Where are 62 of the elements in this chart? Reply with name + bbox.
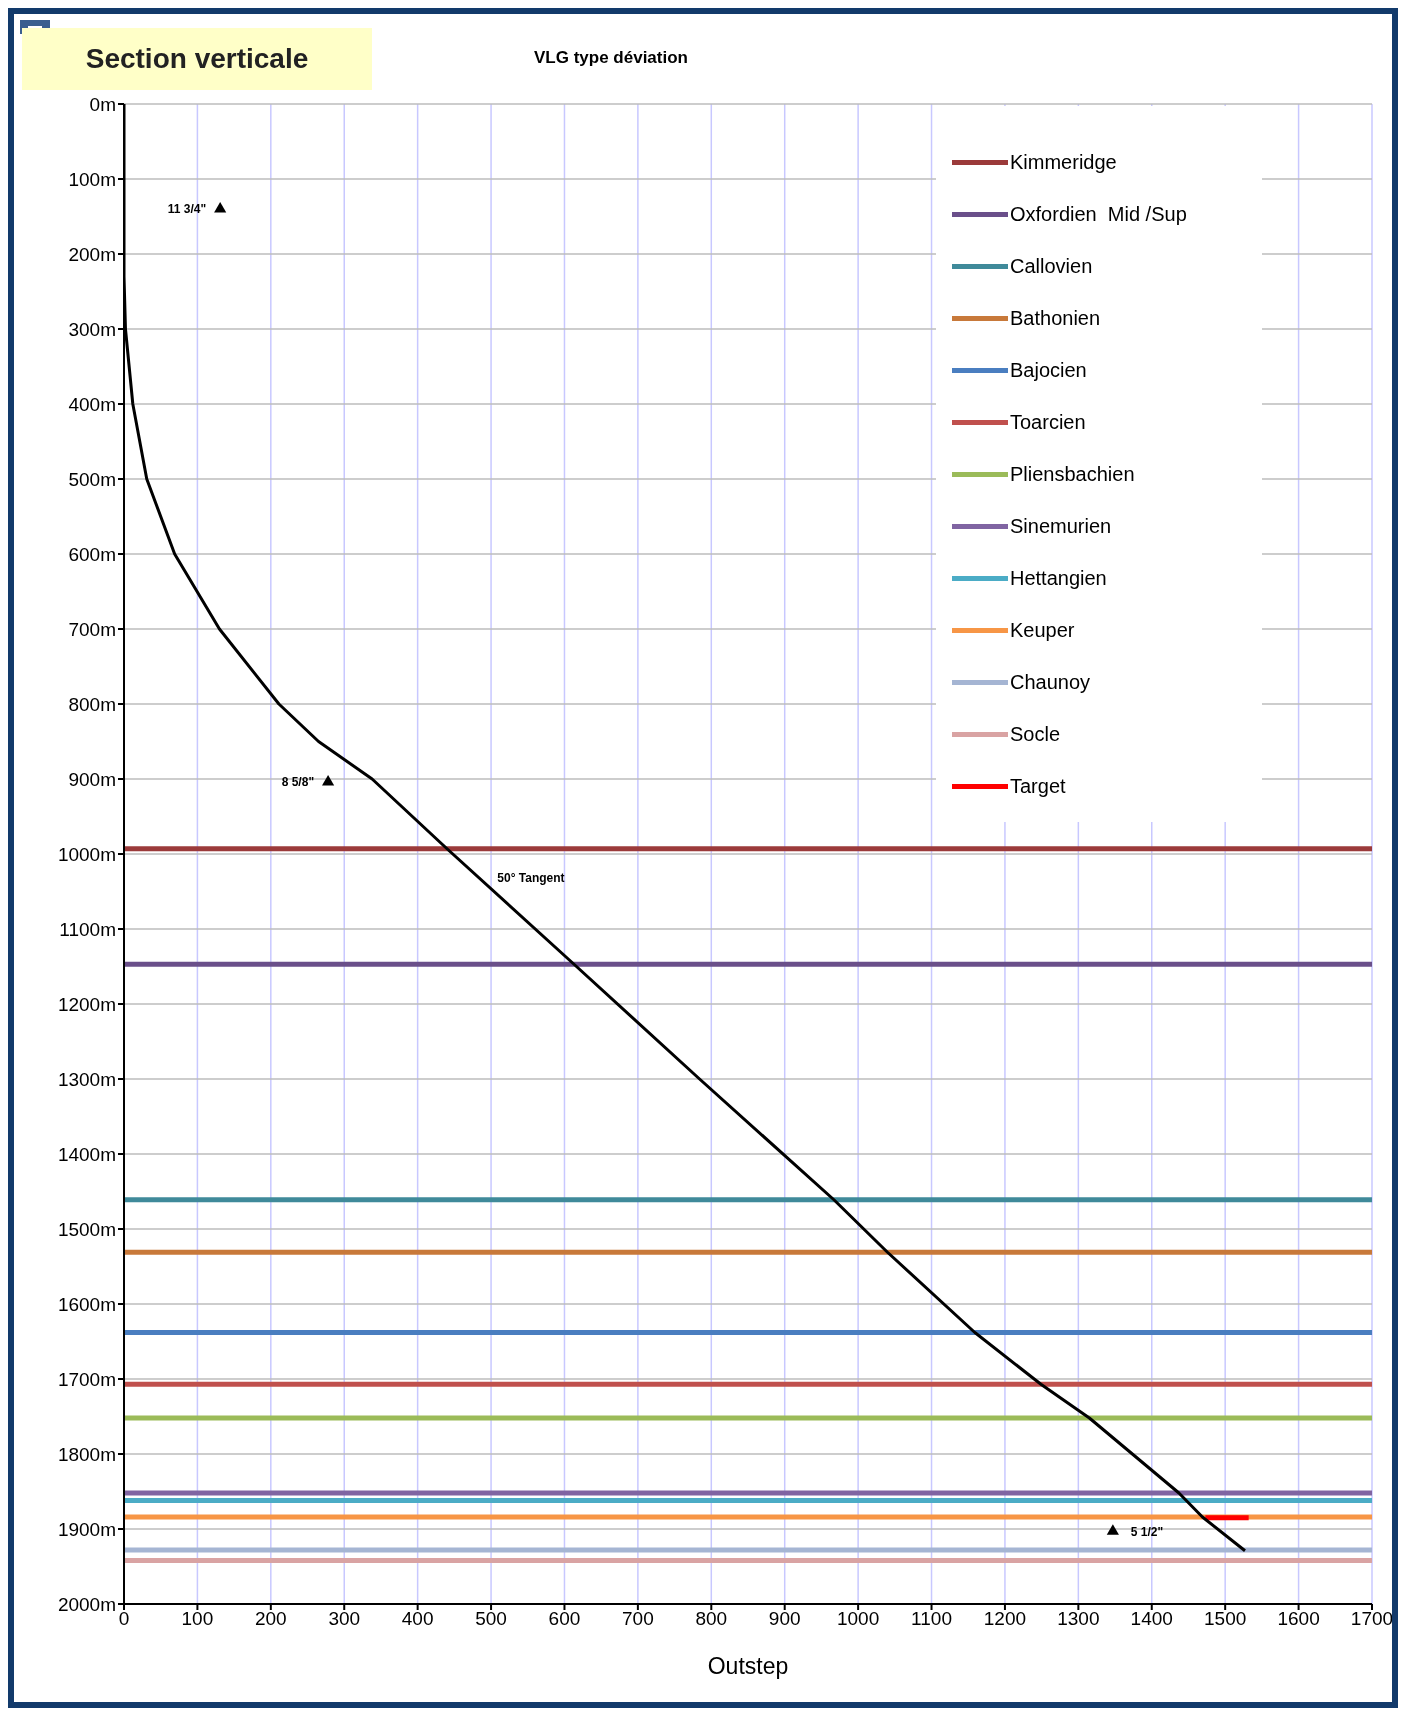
y-tick-label: 300m — [68, 318, 116, 340]
annotation: 50° Tangent — [497, 871, 565, 886]
y-tick-label: 200m — [68, 243, 116, 265]
y-tick-label: 2000m — [57, 1593, 116, 1615]
legend-label: Pliensbachien — [1010, 462, 1135, 486]
y-tick-label: 600m — [68, 543, 116, 565]
legend-label: Keuper — [1010, 618, 1075, 642]
legend-label: Socle — [1010, 722, 1061, 746]
x-tick-label: 0 — [118, 1608, 130, 1630]
point — [1106, 1524, 1119, 1535]
x-tick-label: 200 — [254, 1608, 287, 1630]
y-tick-label: 1100m — [59, 918, 116, 940]
chart-title: Section verticale — [22, 28, 372, 90]
x-tick-label: 1700 — [1350, 1608, 1394, 1630]
legend-label: Bathonien — [1010, 306, 1101, 330]
legend-label: Toarcien — [1010, 410, 1086, 434]
x-tick-label: 700 — [622, 1608, 654, 1630]
x-tick-label: 1300 — [1057, 1608, 1100, 1630]
y-tick-label: 1500m — [57, 1218, 116, 1240]
x-tick-label: 800 — [695, 1608, 728, 1630]
y-tick-label: 0m — [89, 93, 116, 115]
x-tick-label: 100 — [181, 1608, 214, 1630]
y-tick-label: 1700m — [57, 1368, 116, 1390]
legend-label: Oxfordien Mid /Sup — [1010, 202, 1187, 226]
annotation: 11 3/4" — [167, 202, 207, 217]
x-tick-label: 300 — [328, 1608, 361, 1630]
x-tick-label: 1600 — [1277, 1608, 1320, 1630]
y-tick-label: 1900m — [57, 1518, 116, 1540]
legend-label: Chaunoy — [1010, 670, 1091, 694]
x-tick-label: 900 — [768, 1608, 801, 1630]
x-tick-label: 1000 — [836, 1608, 880, 1630]
x-tick-label: 1200 — [983, 1608, 1027, 1630]
chart-subtitle: VLG type déviation — [534, 48, 688, 68]
point — [322, 774, 335, 786]
point — [214, 201, 227, 213]
legend-label: Hettangien — [1010, 566, 1107, 590]
y-tick-label: 1800m — [57, 1443, 116, 1465]
y-tick-label: 800m — [68, 693, 116, 715]
y-tick-label: 1400m — [57, 1143, 116, 1165]
annotation: 8 5/8" — [281, 775, 315, 790]
x-axis-title: Outstep — [707, 1653, 789, 1679]
annotation: 5 1/2" — [1130, 1524, 1164, 1539]
y-tick-label: 1200m — [57, 993, 116, 1015]
y-tick-label: 1000m — [57, 843, 116, 865]
y-tick-label: 1300m — [57, 1068, 116, 1090]
x-tick-label: 1500 — [1204, 1608, 1247, 1630]
y-tick-label: 900m — [68, 768, 116, 790]
x-tick-label: 400 — [401, 1608, 434, 1630]
legend-label: Callovien — [1010, 254, 1093, 278]
y-tick-label: 700m — [68, 618, 116, 640]
x-tick-label: 500 — [475, 1608, 507, 1630]
y-tick-label: 500m — [68, 468, 116, 490]
x-tick-label: 600 — [548, 1608, 581, 1630]
y-tick-label: 400m — [68, 393, 116, 415]
legend-label: Target — [1010, 774, 1066, 798]
y-tick-label: 100m — [68, 168, 116, 190]
legend-label: Kimmeridge — [1010, 150, 1117, 174]
legend-label: Sinemurien — [1010, 514, 1112, 538]
x-tick-label: 1100 — [911, 1608, 952, 1630]
legend-label: Bajocien — [1010, 358, 1087, 382]
y-tick-label: 1600m — [57, 1293, 116, 1315]
x-tick-label: 1400 — [1130, 1608, 1173, 1630]
